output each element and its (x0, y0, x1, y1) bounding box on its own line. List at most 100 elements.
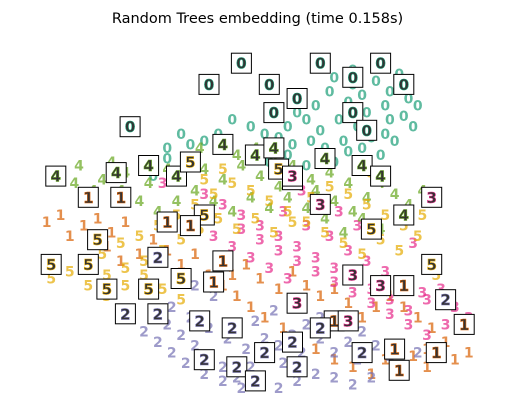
point-5-22: 5 (339, 236, 349, 252)
point-4-43: 4 (343, 176, 353, 192)
point-1-4: 1 (93, 212, 103, 228)
point-3-1: 3 (218, 197, 228, 213)
point-4-14: 4 (329, 194, 339, 210)
point-2-42: 2 (190, 279, 200, 295)
point-3-25: 3 (274, 243, 284, 259)
point-5-11: 5 (135, 229, 145, 245)
thumbnail-box-2 (230, 52, 252, 74)
thumbnail-digit-16: 4 (218, 136, 228, 154)
thumbnail-digit-0: 0 (125, 118, 135, 136)
point-1-19: 1 (278, 321, 288, 337)
thumbnail-box-57 (189, 310, 211, 332)
point-0-19: 0 (385, 113, 395, 129)
point-3-45: 3 (408, 236, 418, 252)
thumbnail-box-58 (221, 317, 243, 339)
point-3-10: 3 (385, 293, 395, 309)
point-0-44: 0 (343, 144, 353, 160)
thumbnail-box-62 (282, 331, 303, 353)
point-1-23: 1 (348, 360, 358, 376)
point-0-35: 0 (186, 137, 196, 153)
point-5-35: 5 (288, 215, 298, 231)
point-0-38: 0 (148, 169, 158, 185)
point-3-43: 3 (283, 272, 293, 288)
thumbnail-box-29 (96, 278, 118, 300)
point-0-0: 0 (329, 70, 339, 86)
point-4-35: 4 (135, 194, 145, 210)
point-3-41: 3 (246, 250, 256, 266)
point-2-31: 2 (167, 300, 177, 316)
point-1-38: 1 (329, 282, 339, 298)
point-3-7: 3 (329, 261, 339, 277)
thumbnail-digit-22: 4 (375, 168, 385, 186)
point-5-10: 5 (116, 236, 126, 252)
point-0-13: 0 (292, 106, 302, 122)
plot-area: 0000000000000000000000000000000000000000… (40, 52, 475, 397)
thumbnail-digit-55: 2 (120, 305, 130, 323)
point-0-23: 0 (376, 148, 386, 164)
point-4-13: 4 (311, 183, 321, 199)
thumbnail-digit-26: 5 (92, 231, 102, 249)
thumbnail-digit-12: 4 (51, 168, 61, 186)
thumbnail-box-49 (421, 186, 443, 208)
thumbnail-digit-4: 0 (292, 90, 302, 108)
thumbnail-box-41 (393, 275, 415, 297)
thumbnail-digit-35: 1 (83, 189, 93, 207)
thumbnail-digit-5: 0 (315, 55, 325, 73)
point-4-18: 4 (390, 187, 400, 203)
point-1-40: 1 (302, 279, 312, 295)
point-3-39: 3 (297, 183, 307, 199)
point-5-24: 5 (376, 233, 386, 249)
thumbnail-digit-13: 4 (111, 164, 121, 182)
thumbnail-digit-49: 3 (426, 189, 436, 207)
thumbnail-box-40 (203, 271, 225, 293)
point-2-49: 2 (251, 314, 261, 330)
thumbnail-digit-63: 2 (292, 358, 302, 376)
point-3-11: 3 (404, 303, 414, 319)
point-5-20: 5 (302, 215, 312, 231)
point-2-37: 2 (278, 356, 288, 372)
thumbnail-digit-11: 0 (269, 104, 279, 122)
point-4-10: 4 (255, 169, 265, 185)
point-0-14: 0 (283, 120, 293, 136)
point-1-35: 1 (371, 300, 381, 316)
thumbnail-box-63 (286, 356, 308, 378)
point-2-19: 2 (311, 367, 321, 383)
point-2-1: 2 (176, 328, 186, 344)
thumbnail-box-3 (258, 73, 280, 95)
point-4-2: 4 (97, 173, 107, 189)
chart-title: Random Trees embedding (time 0.158s) (112, 11, 403, 27)
point-4-25: 4 (320, 212, 330, 228)
point-3-47: 3 (158, 176, 168, 192)
thumbnail-digit-27: 5 (46, 256, 56, 274)
point-3-6: 3 (311, 250, 321, 266)
thumbnail-box-54 (147, 246, 169, 268)
thumbnail-box-33 (421, 253, 443, 275)
point-5-30: 5 (380, 208, 390, 224)
thumbnail-digit-38: 1 (185, 217, 195, 235)
point-1-21: 1 (311, 342, 321, 358)
point-2-5: 2 (232, 370, 242, 386)
point-4-29: 4 (246, 190, 256, 206)
thumbnail-digit-47: 3 (287, 168, 297, 186)
point-2-46: 2 (348, 377, 358, 393)
thumbnail-digit-58: 2 (227, 319, 237, 337)
point-4-1: 4 (74, 159, 84, 175)
point-0-24: 0 (357, 141, 367, 157)
point-2-43: 2 (209, 289, 219, 305)
thumbnail-digit-61: 2 (259, 344, 269, 362)
point-5-38: 5 (232, 222, 242, 238)
point-2-15: 2 (371, 339, 381, 355)
point-4-24: 4 (339, 226, 349, 242)
thumbnail-digit-52: 3 (343, 312, 353, 330)
point-1-39: 1 (315, 289, 325, 305)
point-2-6: 2 (246, 360, 256, 376)
thumbnail-box-6 (342, 66, 364, 88)
point-0-30: 0 (260, 127, 270, 143)
thumbnail-box-44 (384, 338, 406, 360)
point-5-39: 5 (213, 212, 223, 228)
thumbnail-box-67 (435, 289, 457, 311)
point-3-5: 3 (292, 240, 302, 256)
thumbnail-digit-67: 2 (440, 291, 450, 309)
thumbnail-box-50 (342, 264, 364, 286)
point-1-33: 1 (399, 300, 409, 316)
